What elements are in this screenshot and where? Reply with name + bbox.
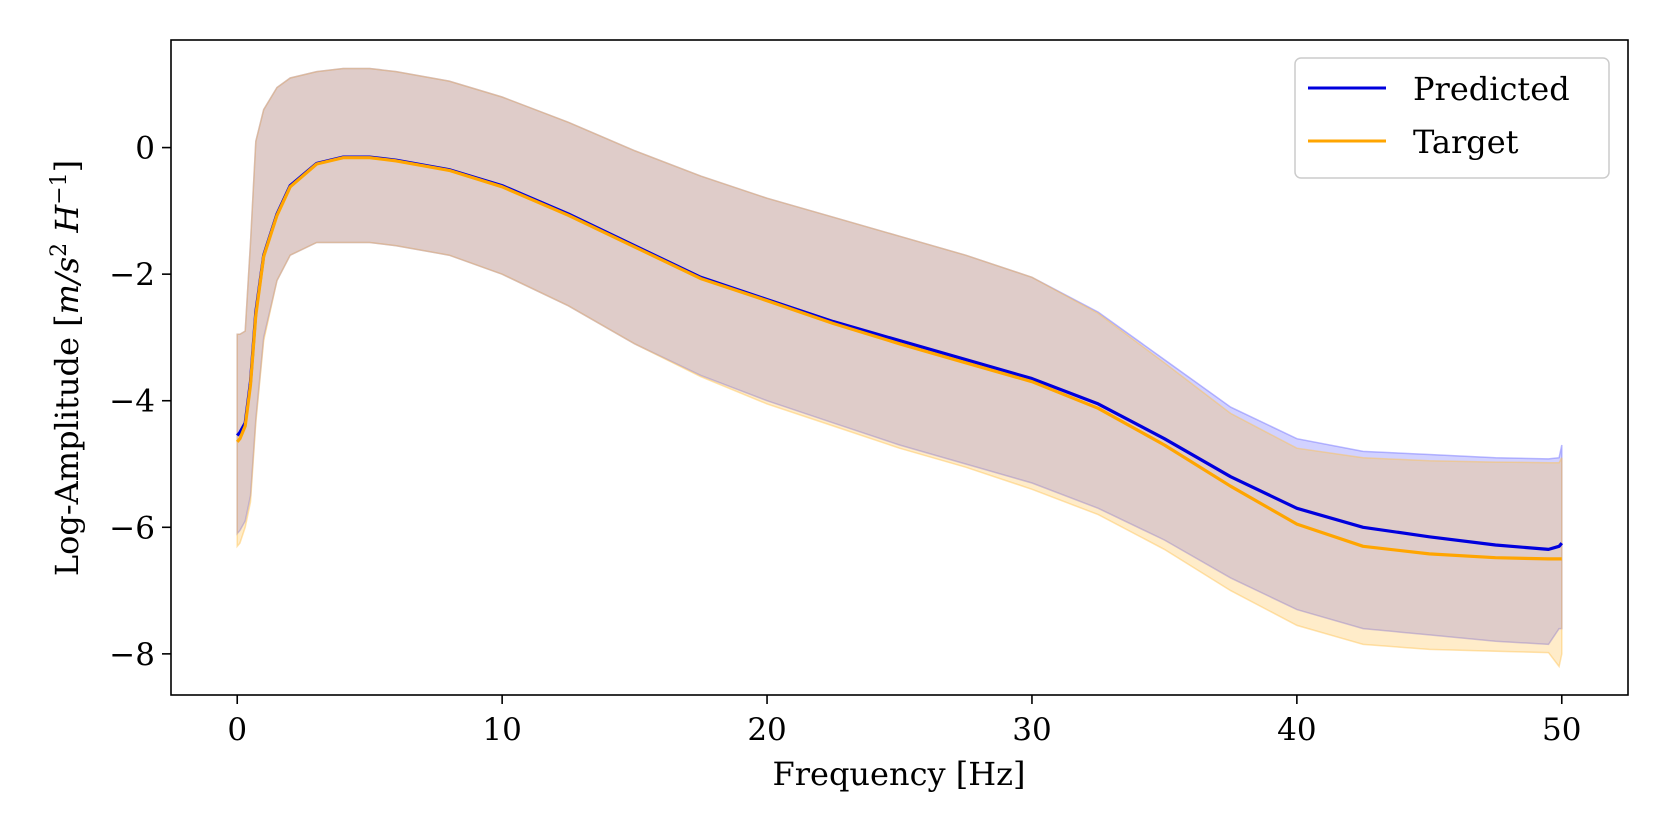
plot-frame [170, 39, 1629, 696]
legend-label-predicted: Predicted [1413, 70, 1570, 108]
x-tick-label: 40 [1277, 712, 1316, 748]
y-tick-label: −2 [109, 257, 155, 293]
legend-label-target: Target [1413, 123, 1519, 161]
series-lines [235, 155, 1564, 561]
y-tick-label: −6 [109, 510, 155, 546]
plot-area [235, 67, 1564, 669]
legend: Predicted Target [1294, 57, 1610, 179]
y-axis-label: Log-Amplitude [m/s2 H−1] [47, 160, 86, 576]
x-tick-label: 10 [482, 712, 521, 748]
x-axis: 0 10 20 30 40 50 [227, 695, 1581, 748]
x-tick-label: 50 [1542, 712, 1581, 748]
x-tick-label: 0 [227, 712, 247, 748]
line-target [235, 156, 1562, 561]
x-tick-label: 20 [747, 712, 786, 748]
y-axis: 0 −2 −4 −6 −8 [109, 131, 171, 673]
y-tick-label: −8 [109, 637, 155, 673]
x-tick-label: 30 [1012, 712, 1051, 748]
x-axis-label: Frequency [Hz] [773, 755, 1026, 793]
y-tick-label: 0 [135, 131, 155, 167]
y-tick-label: −4 [109, 384, 155, 420]
band-target [236, 67, 1563, 669]
